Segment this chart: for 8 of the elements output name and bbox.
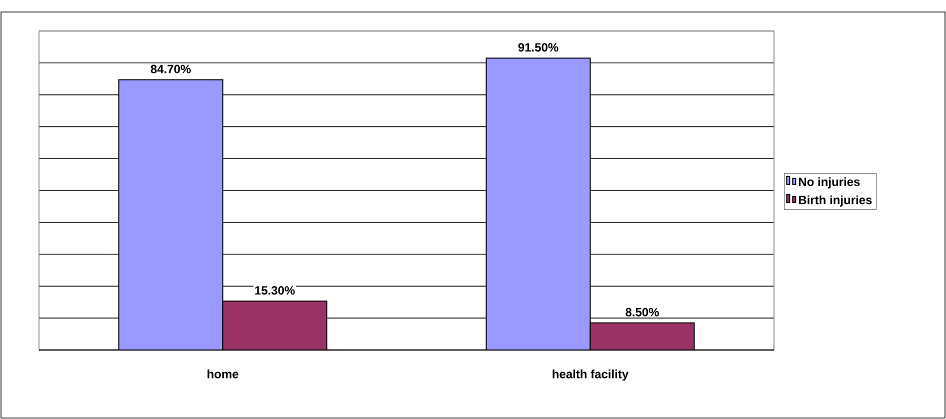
- data-label: 15.30%: [255, 286, 295, 295]
- data-label: 8.50%: [626, 308, 659, 316]
- legend-label: No injuries: [798, 177, 860, 188]
- legend-label: Birth injuries: [798, 195, 872, 207]
- x-tick-label: health facility: [552, 370, 629, 381]
- data-label: 84.70%: [150, 64, 191, 74]
- x-tick-label: home: [208, 370, 238, 378]
- data-label: 91.50%: [518, 43, 558, 52]
